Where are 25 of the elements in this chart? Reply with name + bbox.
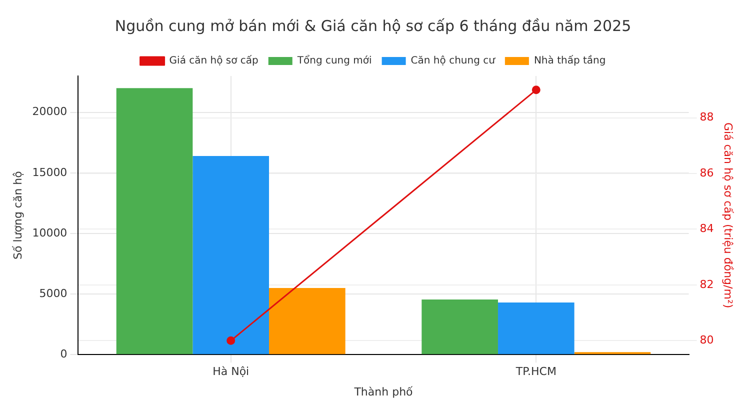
y2-axis-title: Giá căn hộ sơ cấp (triệu đồng/m²)	[722, 122, 735, 308]
y-axis-title: Số lượng căn hộ	[11, 170, 24, 260]
y2-tick-label: 80	[700, 334, 714, 347]
chart-title: Nguồn cung mở bán mới & Giá căn hộ sơ cấp 6 tháng đầu năm 2025	[114, 16, 632, 35]
y-tick-label: 5000	[39, 286, 68, 300]
legend-label: Giá căn hộ sơ cấp	[169, 54, 258, 67]
bar	[116, 88, 193, 354]
legend-label: Tổng cung mới	[296, 54, 372, 67]
y-tick-label: 10000	[32, 226, 68, 240]
y2-tick-label: 82	[700, 278, 714, 291]
x-tick-label: TP.HCM	[514, 365, 556, 378]
y-tick-label: 20000	[32, 105, 68, 118]
y2-tick-label: 84	[700, 222, 714, 236]
y2-tick-label: 86	[700, 166, 714, 180]
bar	[498, 302, 574, 354]
x-tick-label: Hà Nội	[212, 365, 250, 378]
bar	[422, 299, 498, 354]
legend-label: Nhà thấp tầng	[534, 54, 606, 67]
y2-tick-label: 88	[700, 110, 714, 124]
bar	[192, 156, 270, 354]
y-tick-label: 15000	[32, 166, 68, 179]
y-tick-label: 0	[60, 347, 68, 360]
bar	[269, 288, 346, 354]
x-axis-title: Thành phố	[353, 385, 414, 398]
legend-label: Căn hộ chung cư	[410, 56, 496, 67]
